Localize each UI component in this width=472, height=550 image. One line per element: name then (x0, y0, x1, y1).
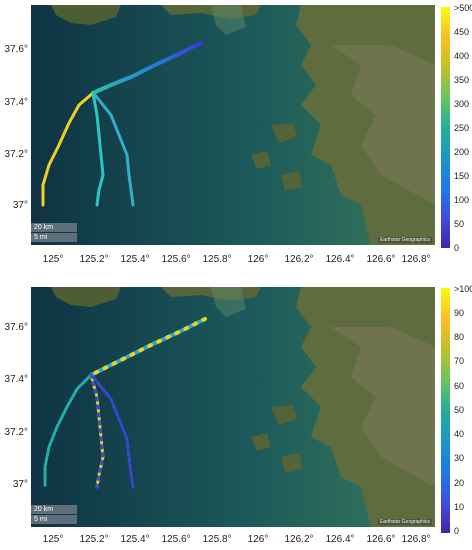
bottom-satellite-map[interactable]: 20 km 5 mi Earthstar Geographics (31, 287, 435, 527)
bottom-ytick: 37° (12, 479, 28, 490)
top-xtick: 126.4° (325, 254, 355, 265)
bottom-xtick: 125.4° (120, 534, 150, 545)
top-satellite-map[interactable]: 20 km 5 mi Earthstar Geographics (31, 5, 435, 245)
top-track-main (91, 41, 203, 95)
bottom-xtick: 125° (42, 534, 64, 545)
top-colorbar-tick: 200 (454, 147, 470, 157)
top-ytick: 37.6° (4, 44, 28, 55)
bottom-colorbar-tick: 30 (454, 453, 465, 463)
top-colorbar-tick: 300 (454, 99, 470, 109)
top-colorbar-tick: 400 (454, 51, 470, 61)
bottom-track-main-overlay (89, 317, 207, 377)
top-xtick: 126° (247, 254, 269, 265)
bottom-xtick: 125.8° (202, 534, 232, 545)
top-colorbar (441, 7, 450, 248)
top-ytick: 37° (12, 200, 28, 211)
top-colorbar-tick: 350 (454, 75, 470, 85)
top-track-east (93, 93, 135, 207)
top-xtick: 126.6° (366, 254, 396, 265)
bottom-xtick: 126.2° (284, 534, 314, 545)
top-xtick: 126.8° (401, 254, 431, 265)
bottom-xtick: 126.8° (401, 534, 431, 545)
bottom-track-west (43, 373, 93, 489)
bottom-map-credit: Earthstar Geographics (377, 519, 432, 525)
bottom-colorbar-tick: 40 (454, 429, 465, 439)
bottom-scalebar-km: 20 km (31, 505, 77, 514)
top-colorbar-tick: >500 (454, 3, 472, 13)
bottom-colorbar-tick: 20 (454, 478, 465, 488)
bottom-colorbar-tick: 90 (454, 308, 465, 318)
bottom-ytick: 37.6° (4, 322, 28, 333)
bottom-ytick: 37.4° (4, 374, 28, 385)
top-map-credit: Earthstar Geographics (377, 237, 432, 243)
top-scalebar-km: 20 km (31, 223, 77, 232)
top-track-west (41, 91, 95, 207)
top-scalebar-mi: 5 mi (31, 233, 77, 242)
bottom-track-east (91, 375, 135, 489)
top-xtick: 125.6° (161, 254, 191, 265)
top-colorbar-tick: 50 (454, 219, 465, 229)
bottom-colorbar (441, 288, 450, 533)
top-scalebar: 20 km 5 mi (31, 223, 77, 242)
bottom-map-panel: 20 km 5 mi Earthstar Geographics 37.6° 3… (0, 275, 472, 550)
bottom-scalebar: 20 km 5 mi (31, 505, 77, 524)
top-xtick: 125° (42, 254, 64, 265)
top-colorbar-tick: 450 (454, 27, 470, 37)
top-colorbar-tick: 100 (454, 195, 470, 205)
bottom-xtick: 126.6° (366, 534, 396, 545)
bottom-colorbar-tick: 10 (454, 502, 465, 512)
bottom-xtick: 125.2° (79, 534, 109, 545)
bottom-colorbar-tick: 0 (454, 526, 460, 536)
top-xtick: 125.2° (79, 254, 109, 265)
bottom-xtick: 126° (247, 534, 269, 545)
bottom-colorbar-tick: 80 (454, 332, 465, 342)
bottom-track-middle-blue (89, 373, 105, 489)
top-ytick: 37.2° (4, 149, 28, 160)
bottom-colorbar-tick: 70 (454, 356, 465, 366)
top-xtick: 126.2° (284, 254, 314, 265)
top-ytick: 37.4° (4, 97, 28, 108)
top-map-panel: 20 km 5 mi Earthstar Geographics 37.6° 3… (4, 3, 472, 265)
top-xtick: 125.4° (120, 254, 150, 265)
top-colorbar-tick: 150 (454, 171, 470, 181)
top-track-middle (91, 91, 105, 207)
bottom-scalebar-mi: 5 mi (31, 515, 77, 524)
bottom-colorbar-tick: >100 (454, 284, 472, 294)
top-colorbar-tick: 0 (454, 243, 460, 253)
bottom-vessel-tracks (43, 317, 207, 489)
bottom-colorbar-tick: 60 (454, 381, 465, 391)
top-colorbar-tick: 250 (454, 123, 470, 133)
top-xtick: 125.8° (202, 254, 232, 265)
bottom-xtick: 126.4° (325, 534, 355, 545)
top-vessel-tracks (41, 41, 203, 207)
bottom-ytick: 37.2° (4, 427, 28, 438)
bottom-colorbar-tick: 50 (454, 405, 465, 415)
bottom-xtick: 125.6° (161, 534, 191, 545)
